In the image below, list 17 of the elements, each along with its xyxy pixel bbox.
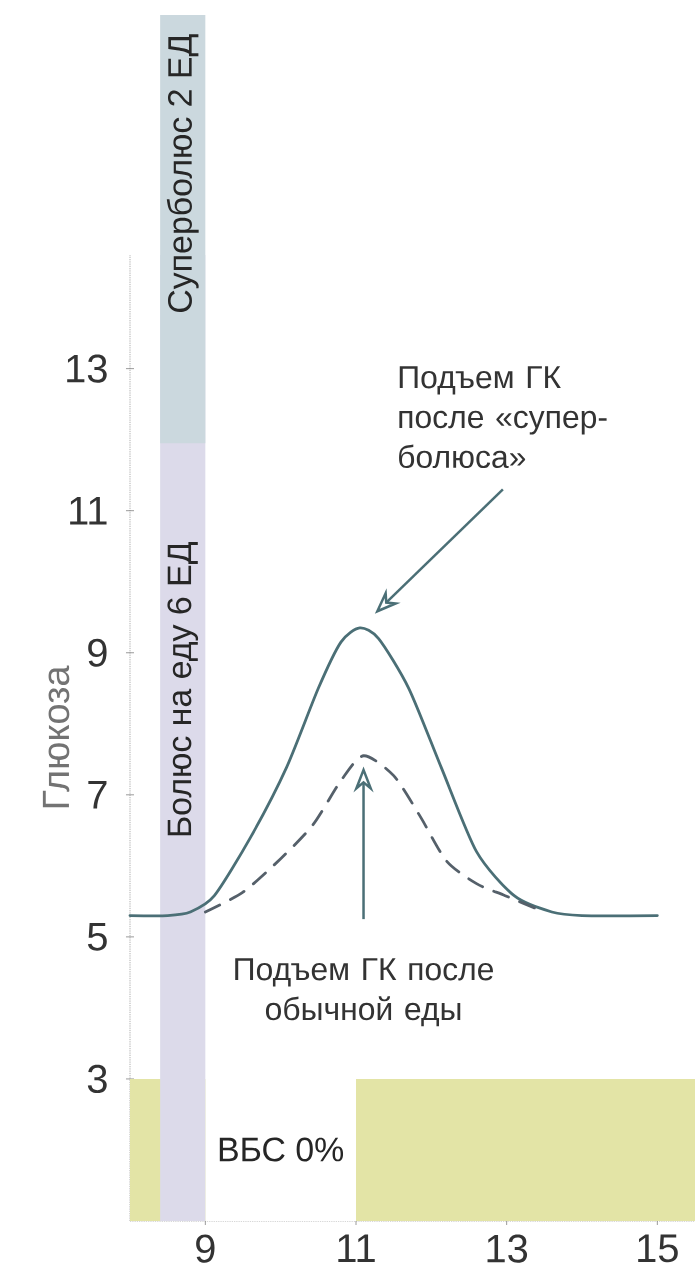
y-tick-label: 11 — [70, 497, 107, 525]
y-tick-label: 5 — [87, 922, 107, 951]
band-label: ВБС 0% — [219, 1137, 344, 1162]
annotation: Подъем ГК после обычной еды — [235, 958, 493, 1027]
line-series — [128, 626, 659, 918]
x-tick-label: 9 — [196, 1234, 215, 1263]
y-axis-title: Глюкоза — [42, 665, 70, 808]
y-tick-label: 7 — [88, 781, 107, 809]
y-tick-label: 3 — [87, 1064, 107, 1094]
annotation: Подъем ГК после «супер-болюса» — [399, 366, 607, 469]
x-tick-label: 15 — [638, 1234, 678, 1263]
annotation: Суперболюс 2 ЕД — [166, 34, 199, 312]
y-tick-label: 13 — [67, 354, 107, 383]
x-tick-label: 11 — [338, 1234, 375, 1262]
y-tick-label: 9 — [88, 638, 107, 667]
band-label: Болюс на еду 6 ЕД — [167, 542, 199, 836]
x-tick-label: 13 — [487, 1234, 528, 1263]
